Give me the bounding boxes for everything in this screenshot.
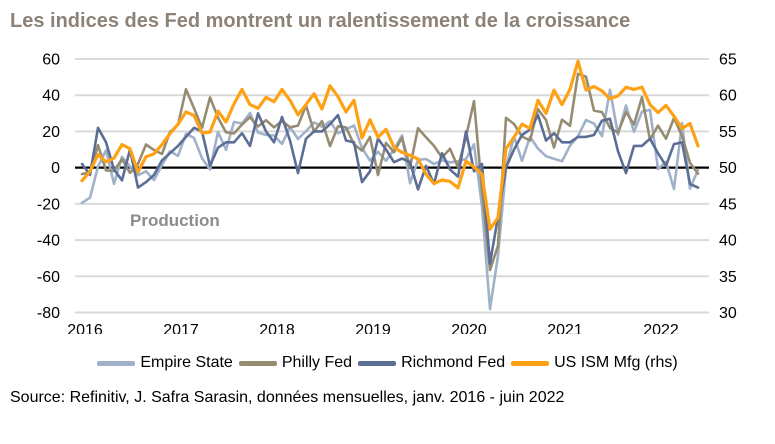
- legend-swatch-us-ism-mfg: [511, 360, 550, 366]
- chart-legend: Empire State Philly Fed Richmond Fed US …: [0, 354, 775, 372]
- y-axis-right-tick-label: 60: [719, 88, 737, 105]
- fed-indices-line-chart: 60 40 20 0 -20 -40 -60 -80 65 60 55 50 45 40 35 30 2016 2…: [37, 52, 737, 335]
- x-axis-tick-label: 2022: [643, 322, 679, 334]
- y-axis-left-tick-label: 0: [51, 160, 60, 177]
- chart-annotation-production: Production: [130, 211, 220, 230]
- y-axis-right-tick-label: 55: [719, 124, 737, 141]
- y-axis-right-tick-label: 45: [719, 196, 737, 213]
- x-axis-tick-label: 2021: [547, 322, 583, 334]
- legend-label-empire-state: Empire State: [140, 354, 233, 371]
- legend-item-us-ism-mfg: US ISM Mfg (rhs): [511, 354, 678, 372]
- x-axis-tick-label: 2018: [259, 322, 295, 334]
- y-axis-left-tick-label: -60: [37, 269, 60, 286]
- y-axis-right-tick-label: 40: [719, 233, 737, 250]
- x-axis-tick-label: 2017: [163, 322, 199, 334]
- legend-swatch-richmond-fed: [358, 360, 397, 366]
- legend-swatch-empire-state: [97, 360, 136, 366]
- y-axis-left-tick-label: -40: [37, 233, 60, 250]
- legend-item-richmond-fed: Richmond Fed: [358, 354, 505, 372]
- series-line-richmond-fed: [80, 112, 700, 265]
- legend-item-empire-state: Empire State: [97, 354, 233, 372]
- legend-label-us-ism-mfg: US ISM Mfg (rhs): [554, 354, 678, 371]
- source-note: Source: Refinitiv, J. Safra Sarasin, don…: [10, 389, 565, 406]
- y-axis-right-tick-label: 30: [719, 305, 737, 322]
- y-axis-left-tick-label: -20: [37, 196, 60, 213]
- y-axis-right-tick-label: 65: [719, 52, 737, 69]
- series-line-philly-fed: [80, 72, 700, 272]
- y-axis-left-tick-label: 60: [42, 52, 60, 69]
- y-axis-left-tick-label: 40: [42, 88, 60, 105]
- legend-label-richmond-fed: Richmond Fed: [401, 354, 506, 371]
- legend-swatch-philly-fed: [238, 360, 277, 366]
- y-axis-right-tick-label: 50: [719, 160, 737, 177]
- y-axis-right-tick-label: 35: [719, 269, 737, 286]
- legend-label-philly-fed: Philly Fed: [281, 354, 353, 371]
- legend-item-philly-fed: Philly Fed: [238, 354, 353, 372]
- x-axis-tick-label: 2019: [355, 322, 391, 334]
- y-axis-left-tick-label: -80: [37, 305, 60, 322]
- chart-title: Les indices des Fed montrent un ralentis…: [10, 10, 631, 32]
- x-axis-tick-label: 2016: [67, 322, 103, 334]
- x-axis-tick-label: 2020: [451, 322, 487, 334]
- series-line-us-ism-mfg: [80, 59, 700, 231]
- y-axis-left-tick-label: 20: [42, 124, 60, 141]
